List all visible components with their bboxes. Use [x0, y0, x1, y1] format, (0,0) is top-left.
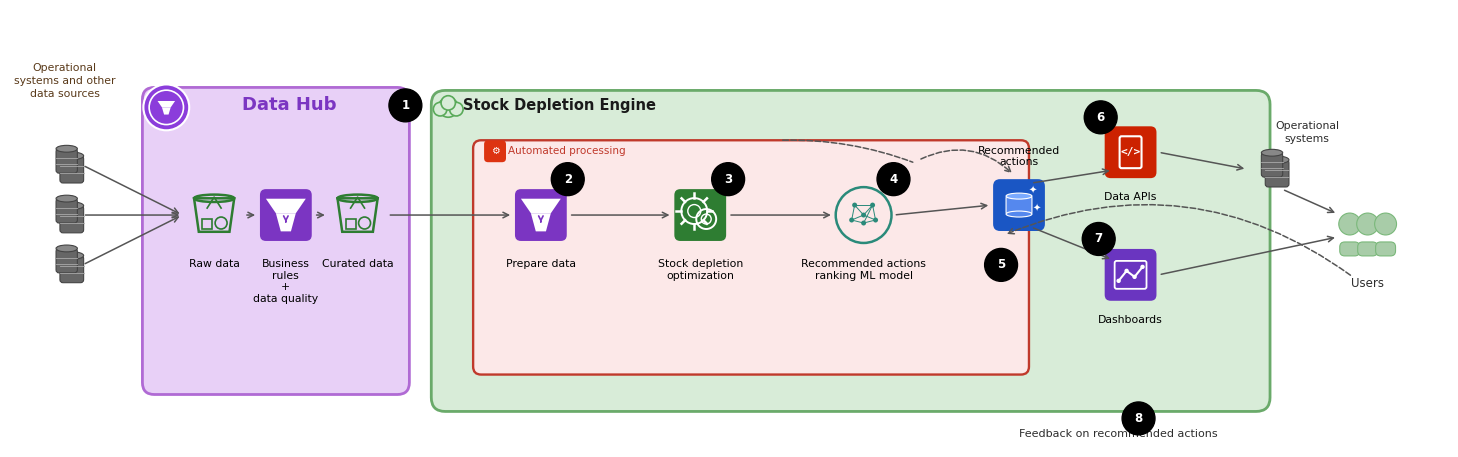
Text: Stock Depletion Engine: Stock Depletion Engine [464, 98, 656, 113]
FancyBboxPatch shape [55, 199, 77, 223]
Text: ✦: ✦ [1029, 186, 1037, 196]
FancyBboxPatch shape [675, 189, 726, 241]
Circle shape [442, 96, 455, 110]
Polygon shape [162, 107, 171, 115]
Text: Recommended
actions: Recommended actions [978, 146, 1060, 167]
Circle shape [551, 163, 585, 196]
Ellipse shape [60, 202, 83, 209]
Circle shape [439, 97, 458, 117]
FancyBboxPatch shape [515, 189, 567, 241]
Text: ✦: ✦ [1032, 204, 1041, 214]
Ellipse shape [1006, 211, 1032, 217]
FancyBboxPatch shape [60, 156, 83, 183]
Text: 8: 8 [1134, 412, 1143, 425]
Ellipse shape [55, 245, 77, 252]
Text: Raw data: Raw data [188, 259, 239, 269]
Circle shape [1117, 279, 1121, 283]
Circle shape [1375, 213, 1397, 235]
Circle shape [712, 163, 745, 196]
Ellipse shape [60, 152, 83, 159]
Text: 5: 5 [997, 258, 1005, 271]
Text: 7: 7 [1095, 233, 1102, 245]
Text: 2: 2 [564, 173, 572, 186]
Text: </>: </> [1120, 147, 1140, 157]
Circle shape [1338, 213, 1360, 235]
Text: Recommended actions
ranking ML model: Recommended actions ranking ML model [802, 259, 926, 281]
Text: Curated data: Curated data [322, 259, 394, 269]
Ellipse shape [55, 195, 77, 202]
Text: Prepare data: Prepare data [506, 259, 576, 269]
Ellipse shape [1266, 156, 1289, 164]
Polygon shape [521, 199, 561, 213]
Circle shape [389, 89, 421, 122]
Text: Operational
systems: Operational systems [1274, 121, 1338, 144]
Circle shape [1082, 223, 1115, 255]
FancyBboxPatch shape [143, 87, 410, 394]
FancyBboxPatch shape [55, 149, 77, 173]
FancyBboxPatch shape [60, 206, 83, 233]
FancyBboxPatch shape [1266, 160, 1289, 187]
FancyBboxPatch shape [260, 189, 312, 241]
Circle shape [1123, 402, 1155, 435]
FancyBboxPatch shape [1105, 249, 1156, 301]
Circle shape [449, 102, 464, 116]
Circle shape [851, 202, 857, 207]
Ellipse shape [60, 252, 83, 260]
Text: Dashboards: Dashboards [1098, 315, 1163, 325]
Circle shape [862, 221, 866, 225]
Text: Automated processing: Automated processing [507, 146, 625, 156]
Ellipse shape [1261, 149, 1283, 156]
FancyBboxPatch shape [1340, 242, 1360, 256]
Polygon shape [276, 213, 296, 231]
Text: Stock depletion
optimization: Stock depletion optimization [658, 259, 744, 281]
Circle shape [1140, 265, 1145, 269]
FancyBboxPatch shape [1261, 153, 1283, 177]
Circle shape [849, 218, 854, 223]
Circle shape [870, 202, 875, 207]
Polygon shape [157, 101, 175, 107]
Circle shape [1133, 275, 1137, 279]
Ellipse shape [1006, 193, 1032, 199]
Circle shape [143, 85, 190, 130]
Text: 4: 4 [889, 173, 898, 186]
FancyBboxPatch shape [60, 255, 83, 283]
FancyBboxPatch shape [1357, 242, 1378, 256]
Polygon shape [531, 213, 551, 231]
Text: Data Hub: Data Hub [242, 96, 337, 114]
Text: Operational
systems and other
data sources: Operational systems and other data sourc… [15, 63, 115, 99]
Circle shape [1124, 269, 1128, 273]
Text: ⚙: ⚙ [491, 146, 500, 156]
Circle shape [1357, 213, 1379, 235]
Text: 6: 6 [1096, 111, 1105, 124]
Circle shape [862, 213, 866, 218]
Ellipse shape [55, 145, 77, 152]
FancyBboxPatch shape [55, 249, 77, 273]
Text: 3: 3 [725, 173, 732, 186]
FancyBboxPatch shape [1006, 196, 1032, 214]
Text: Business
rules
+
data quality: Business rules + data quality [254, 259, 318, 304]
Circle shape [433, 102, 448, 116]
Text: Feedback on recommended actions: Feedback on recommended actions [1019, 430, 1217, 439]
FancyBboxPatch shape [484, 140, 506, 162]
Circle shape [878, 163, 910, 196]
Polygon shape [265, 199, 306, 213]
Text: Users: Users [1352, 277, 1384, 290]
FancyBboxPatch shape [1105, 126, 1156, 178]
FancyBboxPatch shape [993, 179, 1045, 231]
Text: 1: 1 [401, 99, 410, 112]
Circle shape [984, 249, 1018, 282]
FancyBboxPatch shape [1375, 242, 1395, 256]
FancyBboxPatch shape [474, 140, 1029, 375]
Circle shape [873, 218, 878, 223]
Circle shape [1085, 101, 1117, 134]
FancyBboxPatch shape [432, 90, 1270, 411]
Text: Data APIs: Data APIs [1104, 192, 1156, 202]
